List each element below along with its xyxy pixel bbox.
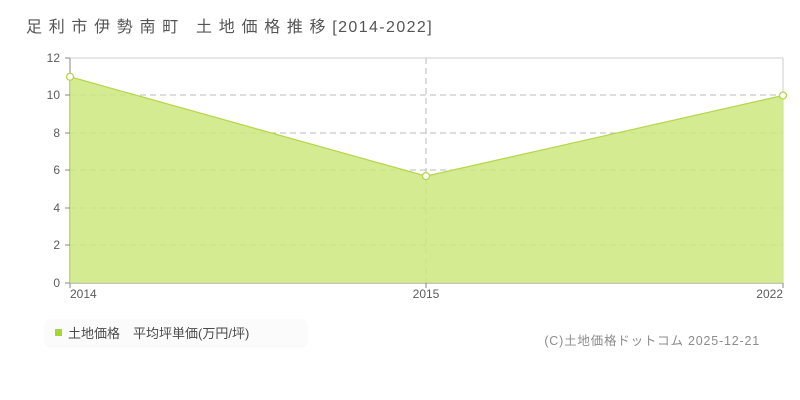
svg-text:6: 6	[53, 163, 60, 177]
svg-text:4: 4	[53, 201, 60, 215]
svg-text:8: 8	[53, 126, 60, 140]
svg-text:10: 10	[47, 88, 61, 102]
svg-text:2015: 2015	[413, 287, 440, 301]
svg-text:2014: 2014	[70, 287, 97, 301]
svg-text:2022: 2022	[756, 287, 783, 301]
svg-text:2: 2	[53, 238, 60, 252]
svg-text:12: 12	[47, 51, 61, 65]
svg-text:0: 0	[53, 276, 60, 290]
